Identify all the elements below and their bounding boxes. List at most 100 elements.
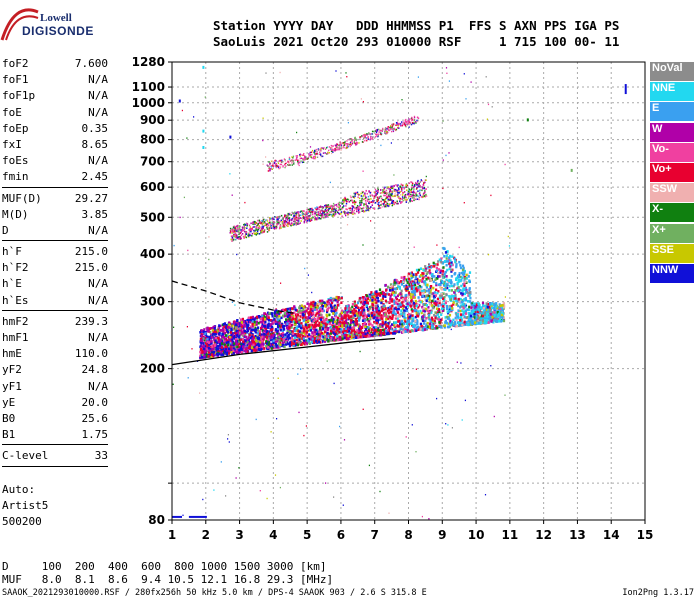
echo-point <box>400 276 403 279</box>
echo-point <box>257 228 259 231</box>
echo-point <box>336 308 339 312</box>
echo-point <box>286 312 289 316</box>
echo-point <box>274 343 277 346</box>
echo-point <box>414 315 417 319</box>
echo-point <box>371 292 374 296</box>
echo-point <box>248 344 251 347</box>
echo-point <box>417 190 419 192</box>
echo-point <box>300 324 303 327</box>
echo-point <box>459 306 462 309</box>
echo-point <box>242 326 245 329</box>
echo-point <box>324 340 327 343</box>
echo-point <box>276 339 279 343</box>
echo-point <box>258 225 260 227</box>
echo-point <box>461 300 464 304</box>
echo-point <box>282 338 285 341</box>
echo-point <box>222 323 225 326</box>
echo-point <box>340 211 343 213</box>
echo-point <box>239 318 243 321</box>
echo-point <box>294 220 296 223</box>
echo-point <box>236 345 239 348</box>
echo-point <box>384 299 387 303</box>
echo-point <box>218 324 221 327</box>
echo-point <box>261 335 264 339</box>
echo-point <box>330 211 333 213</box>
echo-point <box>272 333 275 337</box>
echo-point <box>381 317 384 321</box>
echo-point <box>411 310 414 313</box>
echo-point <box>454 260 457 263</box>
echo-point <box>462 298 466 302</box>
echo-point <box>312 319 316 323</box>
echo-point <box>401 331 404 334</box>
echo-point <box>317 212 320 214</box>
echo-point <box>394 195 396 197</box>
echo-point <box>321 216 323 219</box>
echo-point <box>322 335 325 339</box>
echo-point <box>436 291 439 295</box>
echo-point <box>272 223 275 226</box>
echo-point <box>403 276 406 280</box>
echo-point <box>416 288 419 291</box>
echo-point <box>465 277 468 280</box>
echo-point <box>430 311 433 314</box>
echo-point <box>440 318 443 321</box>
echo-point <box>284 335 287 338</box>
echo-point <box>326 300 329 304</box>
echo-point <box>327 334 330 338</box>
echo-point <box>346 330 349 333</box>
echo-point <box>313 317 317 321</box>
echo-point <box>308 304 311 307</box>
echo-point <box>360 311 363 314</box>
echo-point <box>258 332 261 335</box>
echo-point <box>305 332 308 336</box>
echo-point <box>363 301 367 304</box>
echo-point <box>290 314 293 317</box>
echo-point <box>348 309 351 313</box>
echo-point <box>317 217 319 220</box>
echo-point <box>456 313 459 316</box>
echo-point <box>377 198 379 200</box>
echo-point <box>406 184 409 187</box>
echo-point <box>367 314 371 317</box>
echo-point <box>351 329 354 332</box>
echo-point <box>326 310 329 314</box>
echo-point <box>392 200 395 202</box>
echo-point <box>415 273 418 276</box>
echo-point <box>465 288 468 292</box>
echo-point <box>365 304 368 307</box>
echo-point <box>384 307 387 310</box>
echo-point <box>450 295 453 298</box>
echo-point <box>405 184 407 186</box>
echo-point <box>255 323 258 326</box>
echo-point <box>434 300 437 303</box>
echo-point <box>238 349 241 352</box>
echo-point <box>469 300 472 303</box>
echo-point <box>243 223 245 226</box>
echo-point <box>419 186 422 188</box>
echo-point <box>369 322 372 326</box>
echo-point <box>418 279 421 282</box>
echo-point <box>210 340 213 343</box>
echo-point <box>263 335 266 338</box>
echo-point <box>426 283 429 287</box>
echo-point <box>275 345 278 348</box>
echo-point <box>500 313 503 317</box>
echo-point <box>253 318 256 322</box>
echo-point <box>455 265 458 269</box>
echo-point <box>399 327 402 330</box>
echo-point <box>249 234 251 236</box>
echo-point <box>482 303 485 306</box>
echo-point <box>461 305 464 308</box>
echo-point <box>256 331 259 335</box>
echo-point <box>490 320 493 323</box>
echo-point <box>343 319 346 322</box>
echo-point <box>298 215 301 217</box>
echo-point <box>248 333 251 336</box>
echo-point <box>408 195 410 198</box>
echo-point <box>297 325 300 328</box>
echo-point <box>420 317 423 321</box>
echo-point <box>412 289 415 293</box>
echo-point <box>221 349 225 352</box>
echo-point <box>387 329 391 333</box>
